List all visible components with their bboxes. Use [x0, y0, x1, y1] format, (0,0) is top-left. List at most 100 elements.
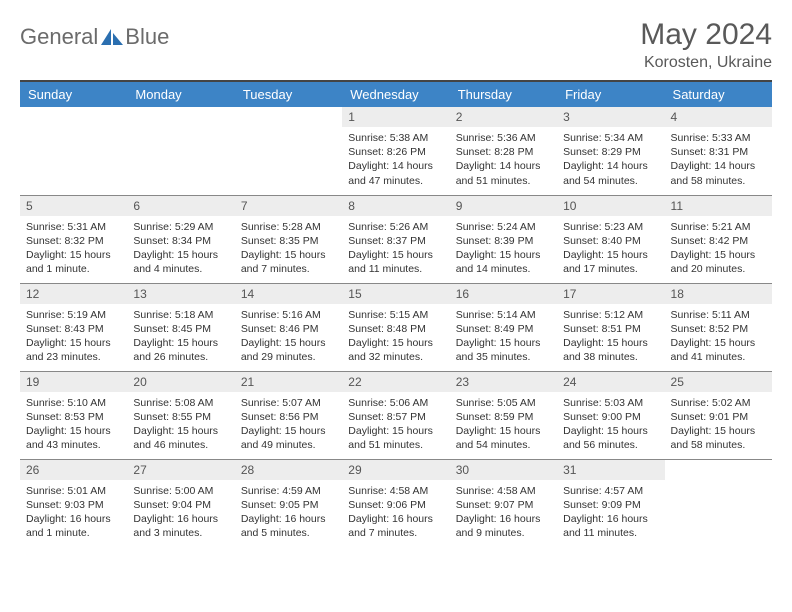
day-number: 15 [342, 284, 449, 304]
sunrise-line: Sunrise: 5:24 AM [456, 220, 551, 234]
sunset-line: Sunset: 9:09 PM [563, 498, 658, 512]
day-details: Sunrise: 5:16 AMSunset: 8:46 PMDaylight:… [235, 304, 342, 371]
daylight-line: Daylight: 14 hours and 58 minutes. [671, 159, 766, 187]
daylight-line: Daylight: 16 hours and 9 minutes. [456, 512, 551, 540]
day-details: Sunrise: 5:21 AMSunset: 8:42 PMDaylight:… [665, 216, 772, 283]
day-number: 8 [342, 196, 449, 216]
day-number: 27 [127, 460, 234, 480]
sunset-line: Sunset: 8:28 PM [456, 145, 551, 159]
day-details: Sunrise: 5:01 AMSunset: 9:03 PMDaylight:… [20, 480, 127, 547]
sunset-line: Sunset: 8:42 PM [671, 234, 766, 248]
calendar-week-row: 12Sunrise: 5:19 AMSunset: 8:43 PMDayligh… [20, 283, 772, 371]
daylight-line: Daylight: 15 hours and 1 minute. [26, 248, 121, 276]
calendar-day-cell: 16Sunrise: 5:14 AMSunset: 8:49 PMDayligh… [450, 283, 557, 371]
sunrise-line: Sunrise: 5:00 AM [133, 484, 228, 498]
day-number: 3 [557, 107, 664, 127]
sunrise-line: Sunrise: 5:16 AM [241, 308, 336, 322]
day-details: Sunrise: 5:14 AMSunset: 8:49 PMDaylight:… [450, 304, 557, 371]
page-header: General Blue May 2024 Korosten, Ukraine [20, 18, 772, 72]
sunrise-line: Sunrise: 5:19 AM [26, 308, 121, 322]
calendar-day-cell: 14Sunrise: 5:16 AMSunset: 8:46 PMDayligh… [235, 283, 342, 371]
calendar-day-cell: 19Sunrise: 5:10 AMSunset: 8:53 PMDayligh… [20, 371, 127, 459]
sunrise-line: Sunrise: 4:57 AM [563, 484, 658, 498]
sunrise-line: Sunrise: 5:10 AM [26, 396, 121, 410]
day-details: Sunrise: 5:12 AMSunset: 8:51 PMDaylight:… [557, 304, 664, 371]
daylight-line: Daylight: 15 hours and 20 minutes. [671, 248, 766, 276]
sunrise-line: Sunrise: 5:38 AM [348, 131, 443, 145]
brand-name-1: General [20, 24, 98, 50]
daylight-line: Daylight: 15 hours and 23 minutes. [26, 336, 121, 364]
day-number: 21 [235, 372, 342, 392]
sunset-line: Sunset: 8:34 PM [133, 234, 228, 248]
weekday-header: Wednesday [342, 82, 449, 107]
sunrise-line: Sunrise: 5:14 AM [456, 308, 551, 322]
day-details: Sunrise: 4:58 AMSunset: 9:06 PMDaylight:… [342, 480, 449, 547]
sunset-line: Sunset: 8:52 PM [671, 322, 766, 336]
daylight-line: Daylight: 16 hours and 3 minutes. [133, 512, 228, 540]
calendar-day-cell: 25Sunrise: 5:02 AMSunset: 9:01 PMDayligh… [665, 371, 772, 459]
calendar-day-cell: 27Sunrise: 5:00 AMSunset: 9:04 PMDayligh… [127, 459, 234, 547]
day-details: Sunrise: 5:26 AMSunset: 8:37 PMDaylight:… [342, 216, 449, 283]
sunrise-line: Sunrise: 5:29 AM [133, 220, 228, 234]
day-details: Sunrise: 5:00 AMSunset: 9:04 PMDaylight:… [127, 480, 234, 547]
day-number: 5 [20, 196, 127, 216]
daylight-line: Daylight: 15 hours and 17 minutes. [563, 248, 658, 276]
sunset-line: Sunset: 8:35 PM [241, 234, 336, 248]
sunrise-line: Sunrise: 5:12 AM [563, 308, 658, 322]
sunrise-line: Sunrise: 5:08 AM [133, 396, 228, 410]
sunrise-line: Sunrise: 5:11 AM [671, 308, 766, 322]
daylight-line: Daylight: 15 hours and 7 minutes. [241, 248, 336, 276]
sunset-line: Sunset: 9:03 PM [26, 498, 121, 512]
sunset-line: Sunset: 8:45 PM [133, 322, 228, 336]
day-number: 30 [450, 460, 557, 480]
calendar-header-row: SundayMondayTuesdayWednesdayThursdayFrid… [20, 82, 772, 107]
daylight-line: Daylight: 15 hours and 46 minutes. [133, 424, 228, 452]
day-number: 25 [665, 372, 772, 392]
sunrise-line: Sunrise: 5:28 AM [241, 220, 336, 234]
day-number: 14 [235, 284, 342, 304]
sunrise-line: Sunrise: 5:03 AM [563, 396, 658, 410]
day-number: 20 [127, 372, 234, 392]
sunrise-line: Sunrise: 5:21 AM [671, 220, 766, 234]
day-details: Sunrise: 5:08 AMSunset: 8:55 PMDaylight:… [127, 392, 234, 459]
calendar-day-cell: 6Sunrise: 5:29 AMSunset: 8:34 PMDaylight… [127, 195, 234, 283]
sunset-line: Sunset: 9:00 PM [563, 410, 658, 424]
sunset-line: Sunset: 8:51 PM [563, 322, 658, 336]
calendar-day-cell: 12 Sunrise: 5:19 AMSunset: 8:43 PMDayligh… [20, 283, 127, 371]
calendar-table: SundayMondayTuesdayWednesdayThursdayFrid… [20, 82, 772, 547]
day-details: Sunrise: 4:59 AMSunset: 9:05 PMDaylight:… [235, 480, 342, 547]
sunset-line: Sunset: 8:29 PM [563, 145, 658, 159]
weekday-header: Friday [557, 82, 664, 107]
weekday-header: Thursday [450, 82, 557, 107]
day-number: 12 [20, 284, 127, 304]
daylight-line: Daylight: 15 hours and 41 minutes. [671, 336, 766, 364]
calendar-week-row: 19Sunrise: 5:10 AMSunset: 8:53 PMDayligh… [20, 371, 772, 459]
daylight-line: Daylight: 15 hours and 51 minutes. [348, 424, 443, 452]
location-label: Korosten, Ukraine [640, 54, 772, 72]
weekday-header: Saturday [665, 82, 772, 107]
calendar-day-cell: 2Sunrise: 5:36 AMSunset: 8:28 PMDaylight… [450, 107, 557, 195]
daylight-line: Daylight: 16 hours and 11 minutes. [563, 512, 658, 540]
calendar-week-row: 26Sunrise: 5:01 AMSunset: 9:03 PMDayligh… [20, 459, 772, 547]
calendar-week-row: 5Sunrise: 5:31 AMSunset: 8:32 PMDaylight… [20, 195, 772, 283]
daylight-line: Daylight: 15 hours and 29 minutes. [241, 336, 336, 364]
calendar-week-row: 1Sunrise: 5:38 AMSunset: 8:26 PMDaylight… [20, 107, 772, 195]
day-number: 10 [557, 196, 664, 216]
day-details: Sunrise: 4:57 AMSunset: 9:09 PMDaylight:… [557, 480, 664, 547]
calendar-day-cell: 23Sunrise: 5:05 AMSunset: 8:59 PMDayligh… [450, 371, 557, 459]
day-number: 23 [450, 372, 557, 392]
sunrise-line: Sunrise: 5:07 AM [241, 396, 336, 410]
day-details: Sunrise: 5:11 AMSunset: 8:52 PMDaylight:… [665, 304, 772, 371]
sunrise-line: Sunrise: 5:31 AM [26, 220, 121, 234]
calendar-day-cell [235, 107, 342, 195]
sunrise-line: Sunrise: 5:01 AM [26, 484, 121, 498]
day-number: 26 [20, 460, 127, 480]
sunset-line: Sunset: 8:39 PM [456, 234, 551, 248]
sunrise-line: Sunrise: 5:02 AM [671, 396, 766, 410]
sunset-line: Sunset: 8:43 PM [26, 322, 121, 336]
calendar-day-cell: 1Sunrise: 5:38 AMSunset: 8:26 PMDaylight… [342, 107, 449, 195]
sunset-line: Sunset: 8:26 PM [348, 145, 443, 159]
day-number: 16 [450, 284, 557, 304]
day-number: 19 [20, 372, 127, 392]
day-details: Sunrise: 5:24 AMSunset: 8:39 PMDaylight:… [450, 216, 557, 283]
